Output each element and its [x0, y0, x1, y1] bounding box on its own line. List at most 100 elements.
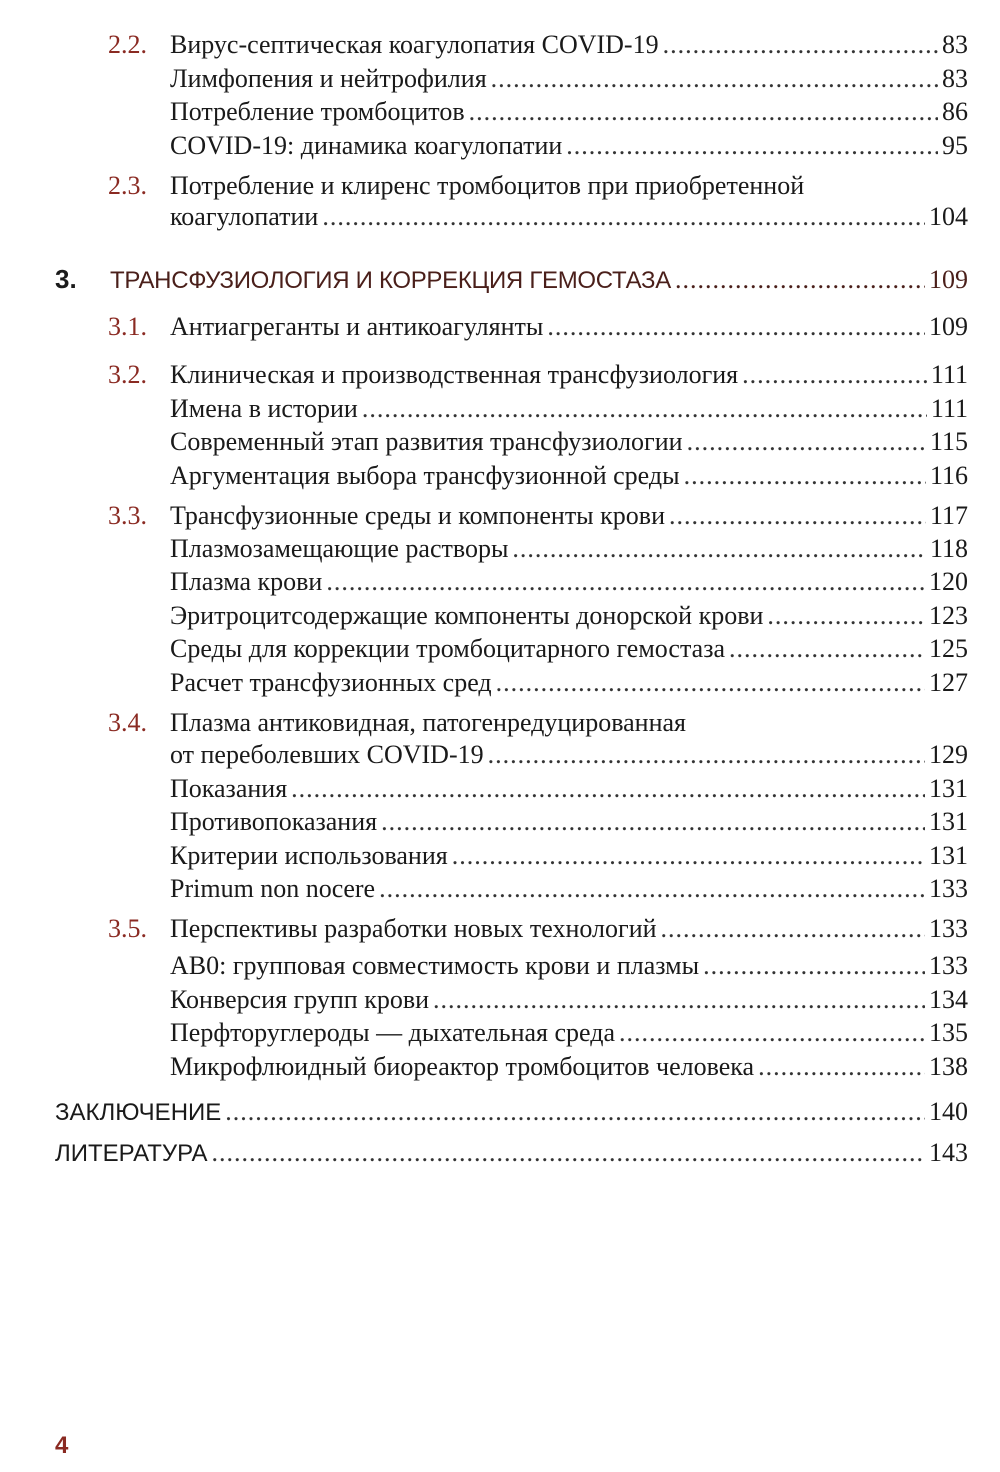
entry-title: ЛИТЕРАТУРА: [55, 1140, 208, 1167]
entry-title: Современный этап развития трансфузиологи…: [170, 427, 683, 456]
toc-chapter-3[interactable]: 3. ТРАНСФУЗИОЛОГИЯ И КОРРЕКЦИЯ ГЕМОСТАЗА 1…: [55, 262, 968, 296]
entry-title: COVID-19: динамика коагулопатии: [170, 131, 563, 160]
dot-leader: [675, 263, 925, 297]
page-number: 125: [929, 634, 968, 663]
entry-title: Плазма крови: [170, 567, 323, 596]
dot-leader: [742, 358, 927, 392]
toc-entry[interactable]: Аргументация выбора трансфузионной среды…: [170, 459, 968, 493]
toc-entry-2-3-cont[interactable]: коагулопатии 104: [170, 200, 968, 234]
entry-title: Антиагреганты и антикоагулянты: [170, 312, 544, 341]
toc-entry-3-4[interactable]: 3.4. Плазма антиковидная, патогенредуциро…: [108, 706, 968, 740]
entry-title: Расчет трансфузионных сред: [170, 668, 492, 697]
section-number: 2.2.: [108, 30, 147, 59]
page-number: 83: [942, 64, 968, 93]
toc-entry[interactable]: АВ0: групповая совместимость крови и пла…: [170, 949, 968, 983]
entry-title: Критерии использования: [170, 841, 448, 870]
entry-title: Primum non nocere: [170, 874, 376, 903]
entry-title: Трансфузионные среды и компоненты крови: [170, 501, 665, 530]
dot-leader: [433, 983, 925, 1017]
page-number: 133: [929, 951, 968, 980]
page-number: 131: [929, 774, 968, 803]
entry-title: Потребление тромбоцитов: [170, 97, 465, 126]
toc-entry-3-5[interactable]: 3.5. Перспективы разработки новых техноло…: [108, 912, 968, 946]
toc-entry[interactable]: Современный этап развития трансфузиологи…: [170, 425, 968, 459]
toc-entry[interactable]: Лимфопения и нейтрофилия 83: [170, 62, 968, 96]
entry-title: Вирус-септическая коагулопатия COVID-19: [170, 30, 659, 59]
page-number: 115: [929, 427, 968, 456]
toc-entry[interactable]: Primum non nocere 133: [170, 872, 968, 906]
page-number: 120: [929, 567, 968, 596]
entry-title-continued: коагулопатии: [170, 202, 319, 231]
page-number: 104: [929, 202, 968, 231]
entry-title: Эритроцитсодержащие компоненты донорской…: [170, 601, 764, 630]
toc-entry-2-3[interactable]: 2.3. Потребление и клиренс тромбоцитов пр…: [108, 169, 968, 203]
section-number: 2.3.: [108, 171, 147, 200]
toc-entry-3-2[interactable]: 3.2. Клиническая и производственная транс…: [108, 358, 968, 392]
toc-entry[interactable]: Микрофлюидный биореактор тромбоцитов чел…: [170, 1050, 968, 1084]
toc-entry[interactable]: COVID-19: динамика коагулопатии 95: [170, 129, 968, 163]
page-number: 131: [929, 807, 968, 836]
toc-entry[interactable]: Конверсия групп крови 134: [170, 983, 968, 1017]
toc-entry[interactable]: Перфторуглероды — дыхательная среда 135: [170, 1016, 968, 1050]
chapter-title: ТРАНСФУЗИОЛОГИЯ И КОРРЕКЦИЯ ГЕМОСТАЗА: [110, 267, 671, 294]
toc-entry[interactable]: Эритроцитсодержащие компоненты донорской…: [170, 599, 968, 633]
page-number: 133: [929, 914, 968, 943]
entry-title: Среды для коррекции тромбоцитарного гемо…: [170, 634, 726, 663]
dot-leader: [566, 129, 938, 163]
dot-leader: [758, 1050, 925, 1084]
dot-leader: [212, 1136, 925, 1170]
entry-title: Конверсия групп крови: [170, 985, 430, 1014]
dot-leader: [729, 632, 925, 666]
toc-entry-3-1[interactable]: 3.1. Антиагреганты и антикоагулянты 109: [108, 310, 968, 344]
entry-title: Потребление и клиренс тромбоцитов при пр…: [170, 171, 805, 200]
dot-leader: [362, 392, 927, 426]
entry-title: Имена в истории: [170, 394, 358, 423]
dot-leader: [326, 565, 925, 599]
dot-leader: [684, 459, 926, 493]
section-number: 3.1.: [108, 312, 147, 341]
chapter-number: 3.: [55, 264, 77, 294]
toc-entry[interactable]: Имена в истории 111: [170, 392, 968, 426]
page-number: 111: [930, 394, 968, 423]
dot-leader: [669, 499, 926, 533]
entry-title: Противопоказания: [170, 807, 378, 836]
page-number: 116: [929, 461, 968, 490]
page-number: 118: [929, 534, 968, 563]
page-number: 109: [929, 312, 968, 341]
entry-title: Аргументация выбора трансфузионной среды: [170, 461, 680, 490]
toc-entry[interactable]: Расчет трансфузионных сред 127: [170, 666, 968, 700]
entry-title: Клиническая и производственная трансфузи…: [170, 360, 739, 389]
section-number: 3.4.: [108, 708, 147, 737]
toc-entry-2-2[interactable]: 2.2. Вирус-септическая коагулопатия COVID…: [108, 28, 968, 62]
dot-leader: [661, 912, 925, 946]
dot-leader: [291, 772, 925, 806]
page-number: 109: [929, 265, 968, 294]
toc-entry-3-3[interactable]: 3.3. Трансфузионные среды и компоненты кр…: [108, 499, 968, 533]
page-number: 117: [929, 501, 968, 530]
toc-entry[interactable]: Плазмозамещающие растворы 118: [170, 532, 968, 566]
dot-leader: [491, 62, 938, 96]
section-number: 3.3.: [108, 501, 147, 530]
dot-leader: [322, 200, 925, 234]
toc-entry[interactable]: Противопоказания 131: [170, 805, 968, 839]
entry-title: Плазмозамещающие растворы: [170, 534, 509, 563]
page-number: 131: [929, 841, 968, 870]
toc-conclusion[interactable]: ЗАКЛЮЧЕНИЕ 140: [55, 1095, 968, 1129]
toc-entry-3-4-cont[interactable]: от переболевших COVID-19 129: [170, 738, 968, 772]
page-number: 129: [929, 740, 968, 769]
toc-entry[interactable]: Потребление тромбоцитов 86: [170, 95, 968, 129]
entry-title: Перфторуглероды — дыхательная среда: [170, 1018, 616, 1047]
page-number: 86: [942, 97, 968, 126]
dot-leader: [619, 1016, 925, 1050]
dot-leader: [469, 95, 938, 129]
dot-leader: [381, 805, 925, 839]
toc-entry[interactable]: Показания 131: [170, 772, 968, 806]
page-number: 134: [929, 985, 968, 1014]
toc-entry[interactable]: Критерии использования 131: [170, 839, 968, 873]
dot-leader: [663, 28, 938, 62]
section-number: 3.2.: [108, 360, 147, 389]
dot-leader: [767, 599, 925, 633]
toc-entry[interactable]: Среды для коррекции тромбоцитарного гемо…: [170, 632, 968, 666]
toc-references[interactable]: ЛИТЕРАТУРА 143: [55, 1136, 968, 1170]
toc-entry[interactable]: Плазма крови 120: [170, 565, 968, 599]
